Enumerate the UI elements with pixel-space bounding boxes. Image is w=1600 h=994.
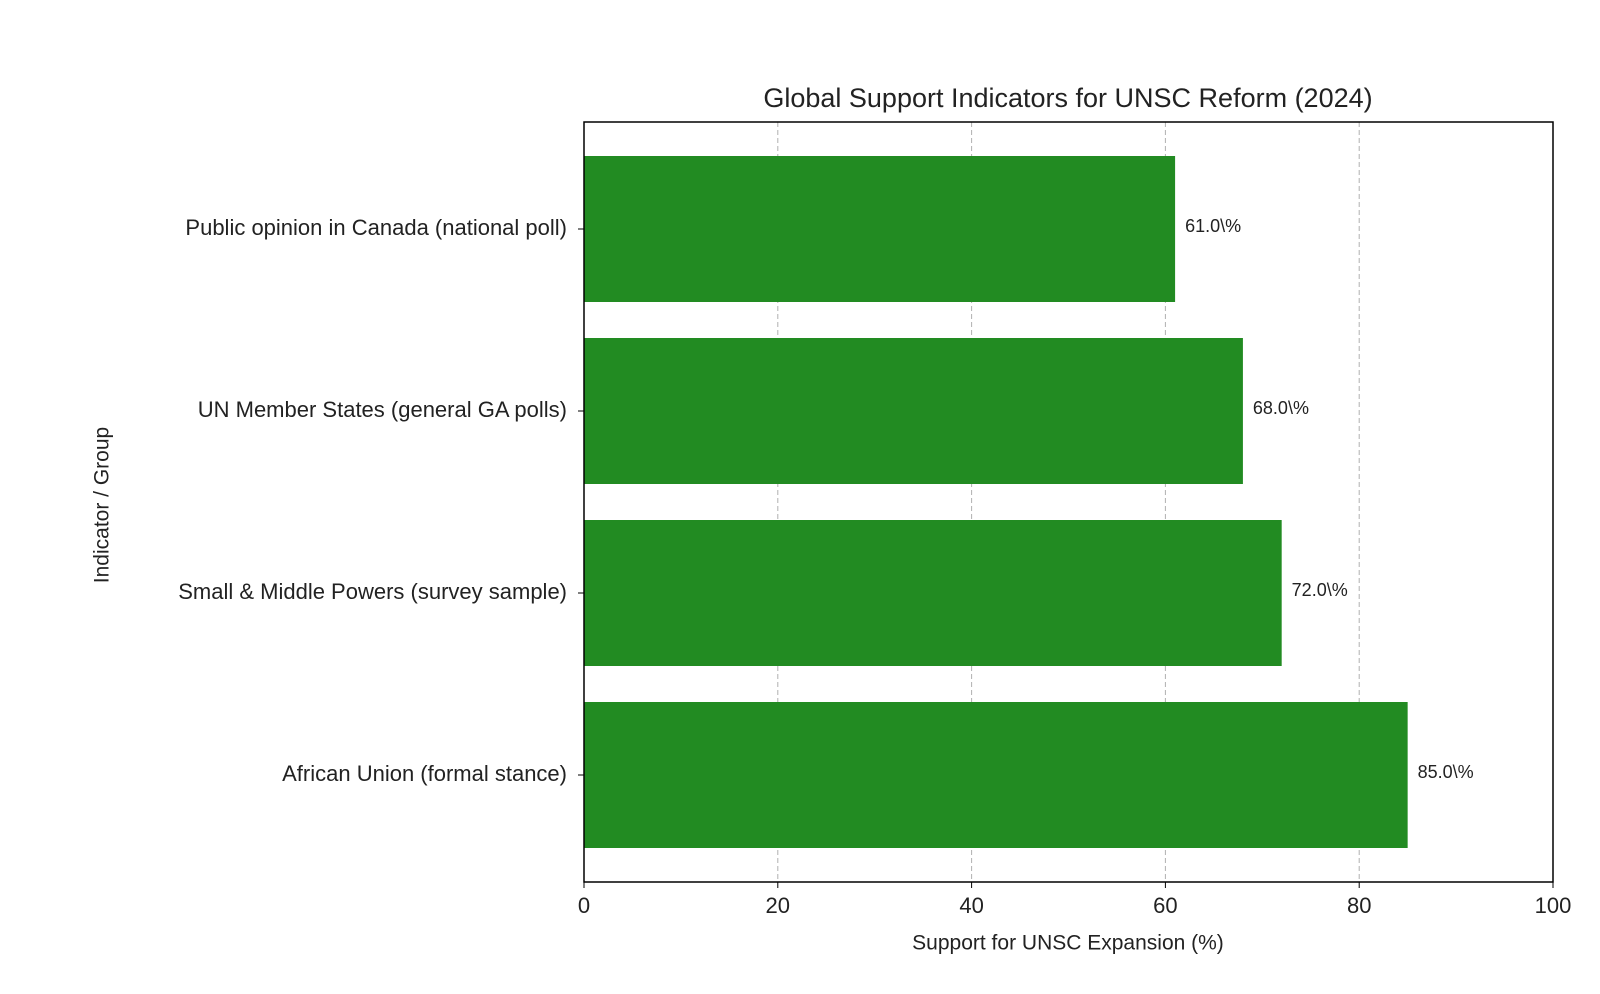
x-tick-label: 40 [959,893,983,918]
y-tick-label: African Union (formal stance) [282,761,567,786]
x-tick-label: 100 [1535,893,1572,918]
y-tick-label: Public opinion in Canada (national poll) [185,215,567,240]
plot-frame [583,121,1554,883]
x-tick-label: 80 [1347,893,1371,918]
chart-title: Global Support Indicators for UNSC Refor… [763,83,1372,113]
value-label: 85.0\% [1418,762,1474,782]
x-tick-label: 20 [766,893,790,918]
bar [584,338,1243,484]
y-tick-label: Small & Middle Powers (survey sample) [178,579,567,604]
bar [584,520,1282,666]
x-tick-label: 0 [578,893,590,918]
value-label: 68.0\% [1253,398,1309,418]
x-axis-label: Support for UNSC Expansion (%) [912,932,1224,955]
y-axis-label: Indicator / Group [91,427,114,583]
bar [584,702,1408,848]
value-label: 61.0\% [1185,216,1241,236]
x-tick-label: 60 [1153,893,1177,918]
value-label: 72.0\% [1292,580,1348,600]
y-tick-label: UN Member States (general GA polls) [198,397,567,422]
bar [584,156,1176,302]
